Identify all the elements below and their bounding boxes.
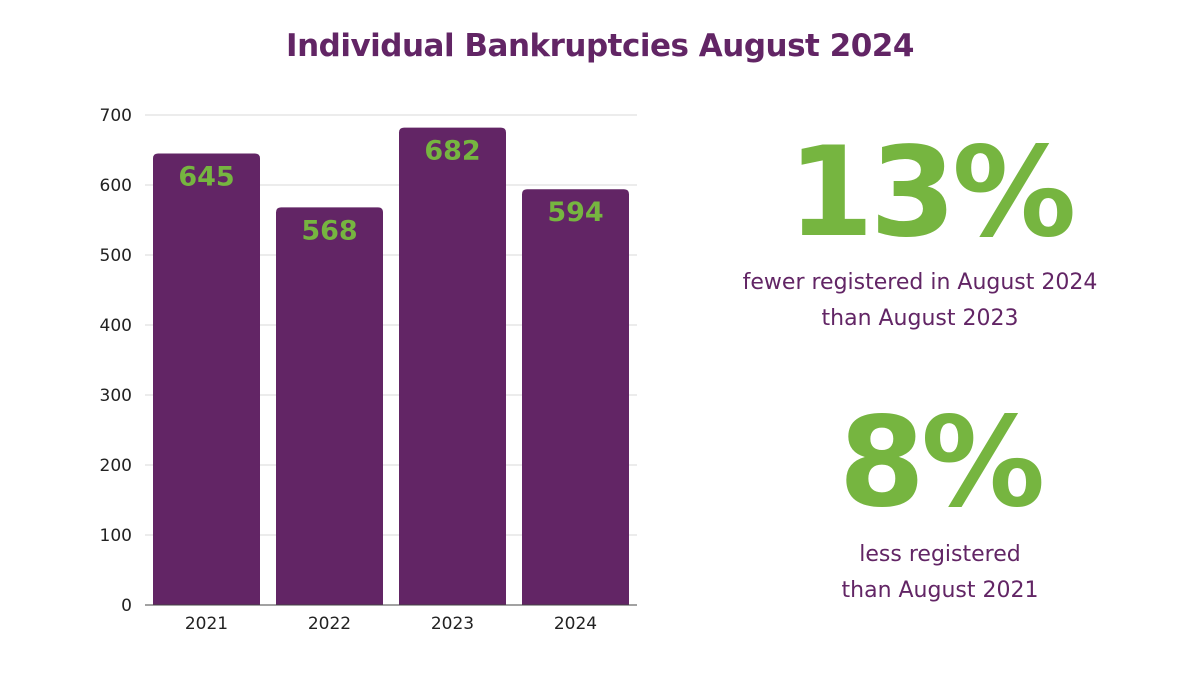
bar-2024 [522,189,629,605]
stat-primary-caption-line-1: fewer registered in August 2024 [742,270,1098,295]
y-tick-label: 200 [100,456,132,476]
data-label: 682 [424,136,480,167]
data-label: 568 [301,215,357,246]
stat-secondary-caption-line-2: than August 2021 [841,578,1039,603]
stat-primary-caption: fewer registered in August 2024 than Aug… [700,265,1140,337]
data-label: 645 [178,162,234,193]
y-tick-label: 400 [100,316,132,336]
y-tick-label: 500 [100,246,132,266]
x-tick-label: 2024 [554,614,597,634]
y-tick-label: 300 [100,386,132,406]
y-tick-label: 600 [100,176,132,196]
stat-secondary-caption-line-1: less registered [859,542,1021,567]
bar-2022 [276,207,383,605]
chart-title: Individual Bankruptcies August 2024 [286,28,914,64]
y-tick-label: 700 [100,106,132,126]
x-tick-label: 2022 [308,614,351,634]
bar-chart: 0 100 200 300 400 500 600 700 645 2021 568 2022 682 2… [100,106,637,634]
stat-primary-caption-line-2: than August 2023 [821,306,1019,331]
stat-secondary-caption: less registered than August 2021 [720,537,1160,609]
bar-2021 [153,153,260,605]
y-tick-label: 100 [100,526,132,546]
stat-primary-value: 13% [787,121,1077,265]
x-tick-label: 2021 [185,614,228,634]
bar-2023 [399,127,506,605]
x-tick-label: 2023 [431,614,474,634]
y-tick-label: 0 [121,596,132,616]
stat-secondary-value: 8% [838,391,1046,535]
data-label: 594 [547,197,603,228]
